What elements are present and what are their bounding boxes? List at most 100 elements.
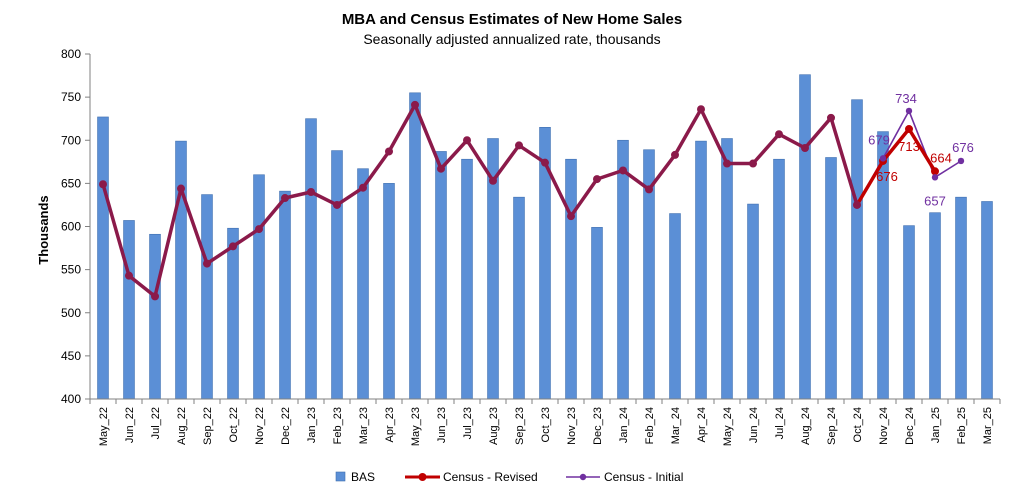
bar-bas-Feb_23 xyxy=(331,150,343,400)
x-tick-label: Jan_25 xyxy=(930,407,942,443)
x-axis: May_22 Jun_22 Jul_22 Aug_22 Sep_22 Oct_22 Nov_… xyxy=(89,399,1001,446)
data-label: 676 xyxy=(876,169,898,184)
bar-bas-Mar_25 xyxy=(981,201,993,400)
x-tick-label: Nov_23 xyxy=(566,407,578,445)
bar-bas-Dec_23 xyxy=(591,227,603,400)
legend-swatch-bas xyxy=(335,471,346,482)
x-tick-label: Sep_22 xyxy=(202,407,214,445)
point-revised-Apr_24 xyxy=(697,105,705,114)
point-revised-Dec_24 xyxy=(905,125,913,134)
y-tick-label: 750 xyxy=(61,90,81,104)
y-tick-label: 800 xyxy=(61,47,81,61)
x-tick-label: Aug_24 xyxy=(800,407,812,445)
data-label: 676 xyxy=(952,140,974,155)
legend-marker-revised xyxy=(418,473,427,481)
bar-bas-Jan_25 xyxy=(929,212,941,400)
point-revised-Feb_24 xyxy=(645,185,653,194)
y-tick-label: 700 xyxy=(61,133,81,147)
point-revised-Apr_23 xyxy=(385,147,393,156)
axes xyxy=(89,54,1000,400)
bar-bas-Jul_23 xyxy=(461,158,473,400)
point-revised-Nov_22 xyxy=(255,225,263,234)
x-tick-label: Jul_23 xyxy=(462,407,474,439)
x-tick-label: Dec_24 xyxy=(904,407,916,445)
point-revised-Oct_22 xyxy=(229,242,237,251)
point-revised-Jun_23 xyxy=(437,164,445,173)
bar-bas-Mar_23 xyxy=(357,168,369,400)
data-label: 664 xyxy=(930,150,952,165)
point-revised-Sep_24 xyxy=(827,113,835,122)
legend-label-revised: Census - Revised xyxy=(443,470,538,484)
x-tick-label: Nov_24 xyxy=(878,407,890,445)
bar-bas-Sep_22 xyxy=(201,194,213,400)
bar-bas-Jun_24 xyxy=(747,203,759,400)
bar-bas-Jul_22 xyxy=(149,233,161,400)
x-tick-label: May_23 xyxy=(410,407,422,446)
bas-bars xyxy=(97,74,993,400)
bar-bas-Aug_22 xyxy=(175,140,187,400)
legend: BAS Census - Revised Census - Initial xyxy=(335,470,683,484)
x-tick-label: Aug_23 xyxy=(488,407,500,445)
y-tick-label: 600 xyxy=(61,220,81,234)
data-label: 734 xyxy=(895,91,917,106)
point-revised-Oct_23 xyxy=(541,158,549,167)
point-revised-Aug_22 xyxy=(177,184,185,193)
point-revised-Mar_24 xyxy=(671,150,679,159)
y-tick-label: 400 xyxy=(61,392,81,406)
x-tick-label: Dec_22 xyxy=(280,407,292,445)
x-tick-label: Feb_25 xyxy=(956,407,968,444)
line-census-revised xyxy=(855,127,937,206)
x-tick-label: Jan_23 xyxy=(306,407,318,443)
bar-bas-Mar_24 xyxy=(669,213,681,400)
x-tick-label: Sep_23 xyxy=(514,407,526,445)
x-tick-label: Oct_23 xyxy=(540,407,552,442)
y-axis-label: Thousands xyxy=(36,195,51,264)
x-tick-label: Feb_24 xyxy=(644,407,656,444)
point-revised-Aug_24 xyxy=(801,144,809,153)
bar-bas-Sep_23 xyxy=(513,196,525,400)
point-revised-May_22 xyxy=(99,180,107,189)
bar-bas-Dec_22 xyxy=(279,190,291,400)
x-tick-label: Mar_25 xyxy=(982,407,994,444)
chart-subtitle: Seasonally adjusted annualized rate, tho… xyxy=(363,31,660,47)
x-tick-label: Mar_23 xyxy=(358,407,370,444)
point-revised-Dec_23 xyxy=(593,175,601,184)
data-label: 657 xyxy=(924,193,946,208)
x-tick-label: Sep_24 xyxy=(826,407,838,445)
bar-bas-Dec_24 xyxy=(903,225,915,400)
x-tick-label: Jun_24 xyxy=(748,407,760,443)
y-axis: 400 450 500 550 600 650 700 750 800 xyxy=(61,47,90,406)
x-tick-label: May_24 xyxy=(722,407,734,446)
x-tick-label: Oct_24 xyxy=(852,407,864,442)
x-tick-label: Oct_22 xyxy=(228,407,240,442)
y-tick-label: 650 xyxy=(61,176,81,190)
point-revised-Nov_23 xyxy=(567,212,575,221)
point-revised-Jul_22 xyxy=(151,292,159,301)
x-tick-label: Nov_22 xyxy=(254,407,266,445)
y-tick-label: 450 xyxy=(61,349,81,363)
point-revised-May_24 xyxy=(723,159,731,168)
x-tick-label: May_22 xyxy=(98,407,110,446)
bar-bas-Apr_23 xyxy=(383,183,395,400)
point-revised-Oct_24 xyxy=(853,200,861,209)
x-tick-label: Aug_22 xyxy=(176,407,188,445)
point-revised-Jan_25 xyxy=(931,167,939,176)
y-tick-label: 500 xyxy=(61,306,81,320)
bar-bas-May_24 xyxy=(721,138,733,400)
line-history xyxy=(101,103,859,299)
point-revised-Dec_22 xyxy=(281,194,289,203)
point-revised-Aug_23 xyxy=(489,176,497,185)
bar-bas-Jul_24 xyxy=(773,158,785,400)
bar-bas-May_22 xyxy=(97,116,109,400)
chart-title: MBA and Census Estimates of New Home Sal… xyxy=(342,11,682,28)
bar-bas-Oct_24 xyxy=(851,99,863,400)
bar-bas-Jun_22 xyxy=(123,220,135,400)
bar-bas-Sep_24 xyxy=(825,157,837,400)
point-revised-Sep_23 xyxy=(515,141,523,150)
bar-bas-Jan_24 xyxy=(617,139,629,400)
bar-bas-Apr_24 xyxy=(695,140,707,400)
x-tick-label: Jan_24 xyxy=(618,407,630,443)
bar-bas-Oct_22 xyxy=(227,227,239,400)
point-revised-Jul_24 xyxy=(775,130,783,139)
